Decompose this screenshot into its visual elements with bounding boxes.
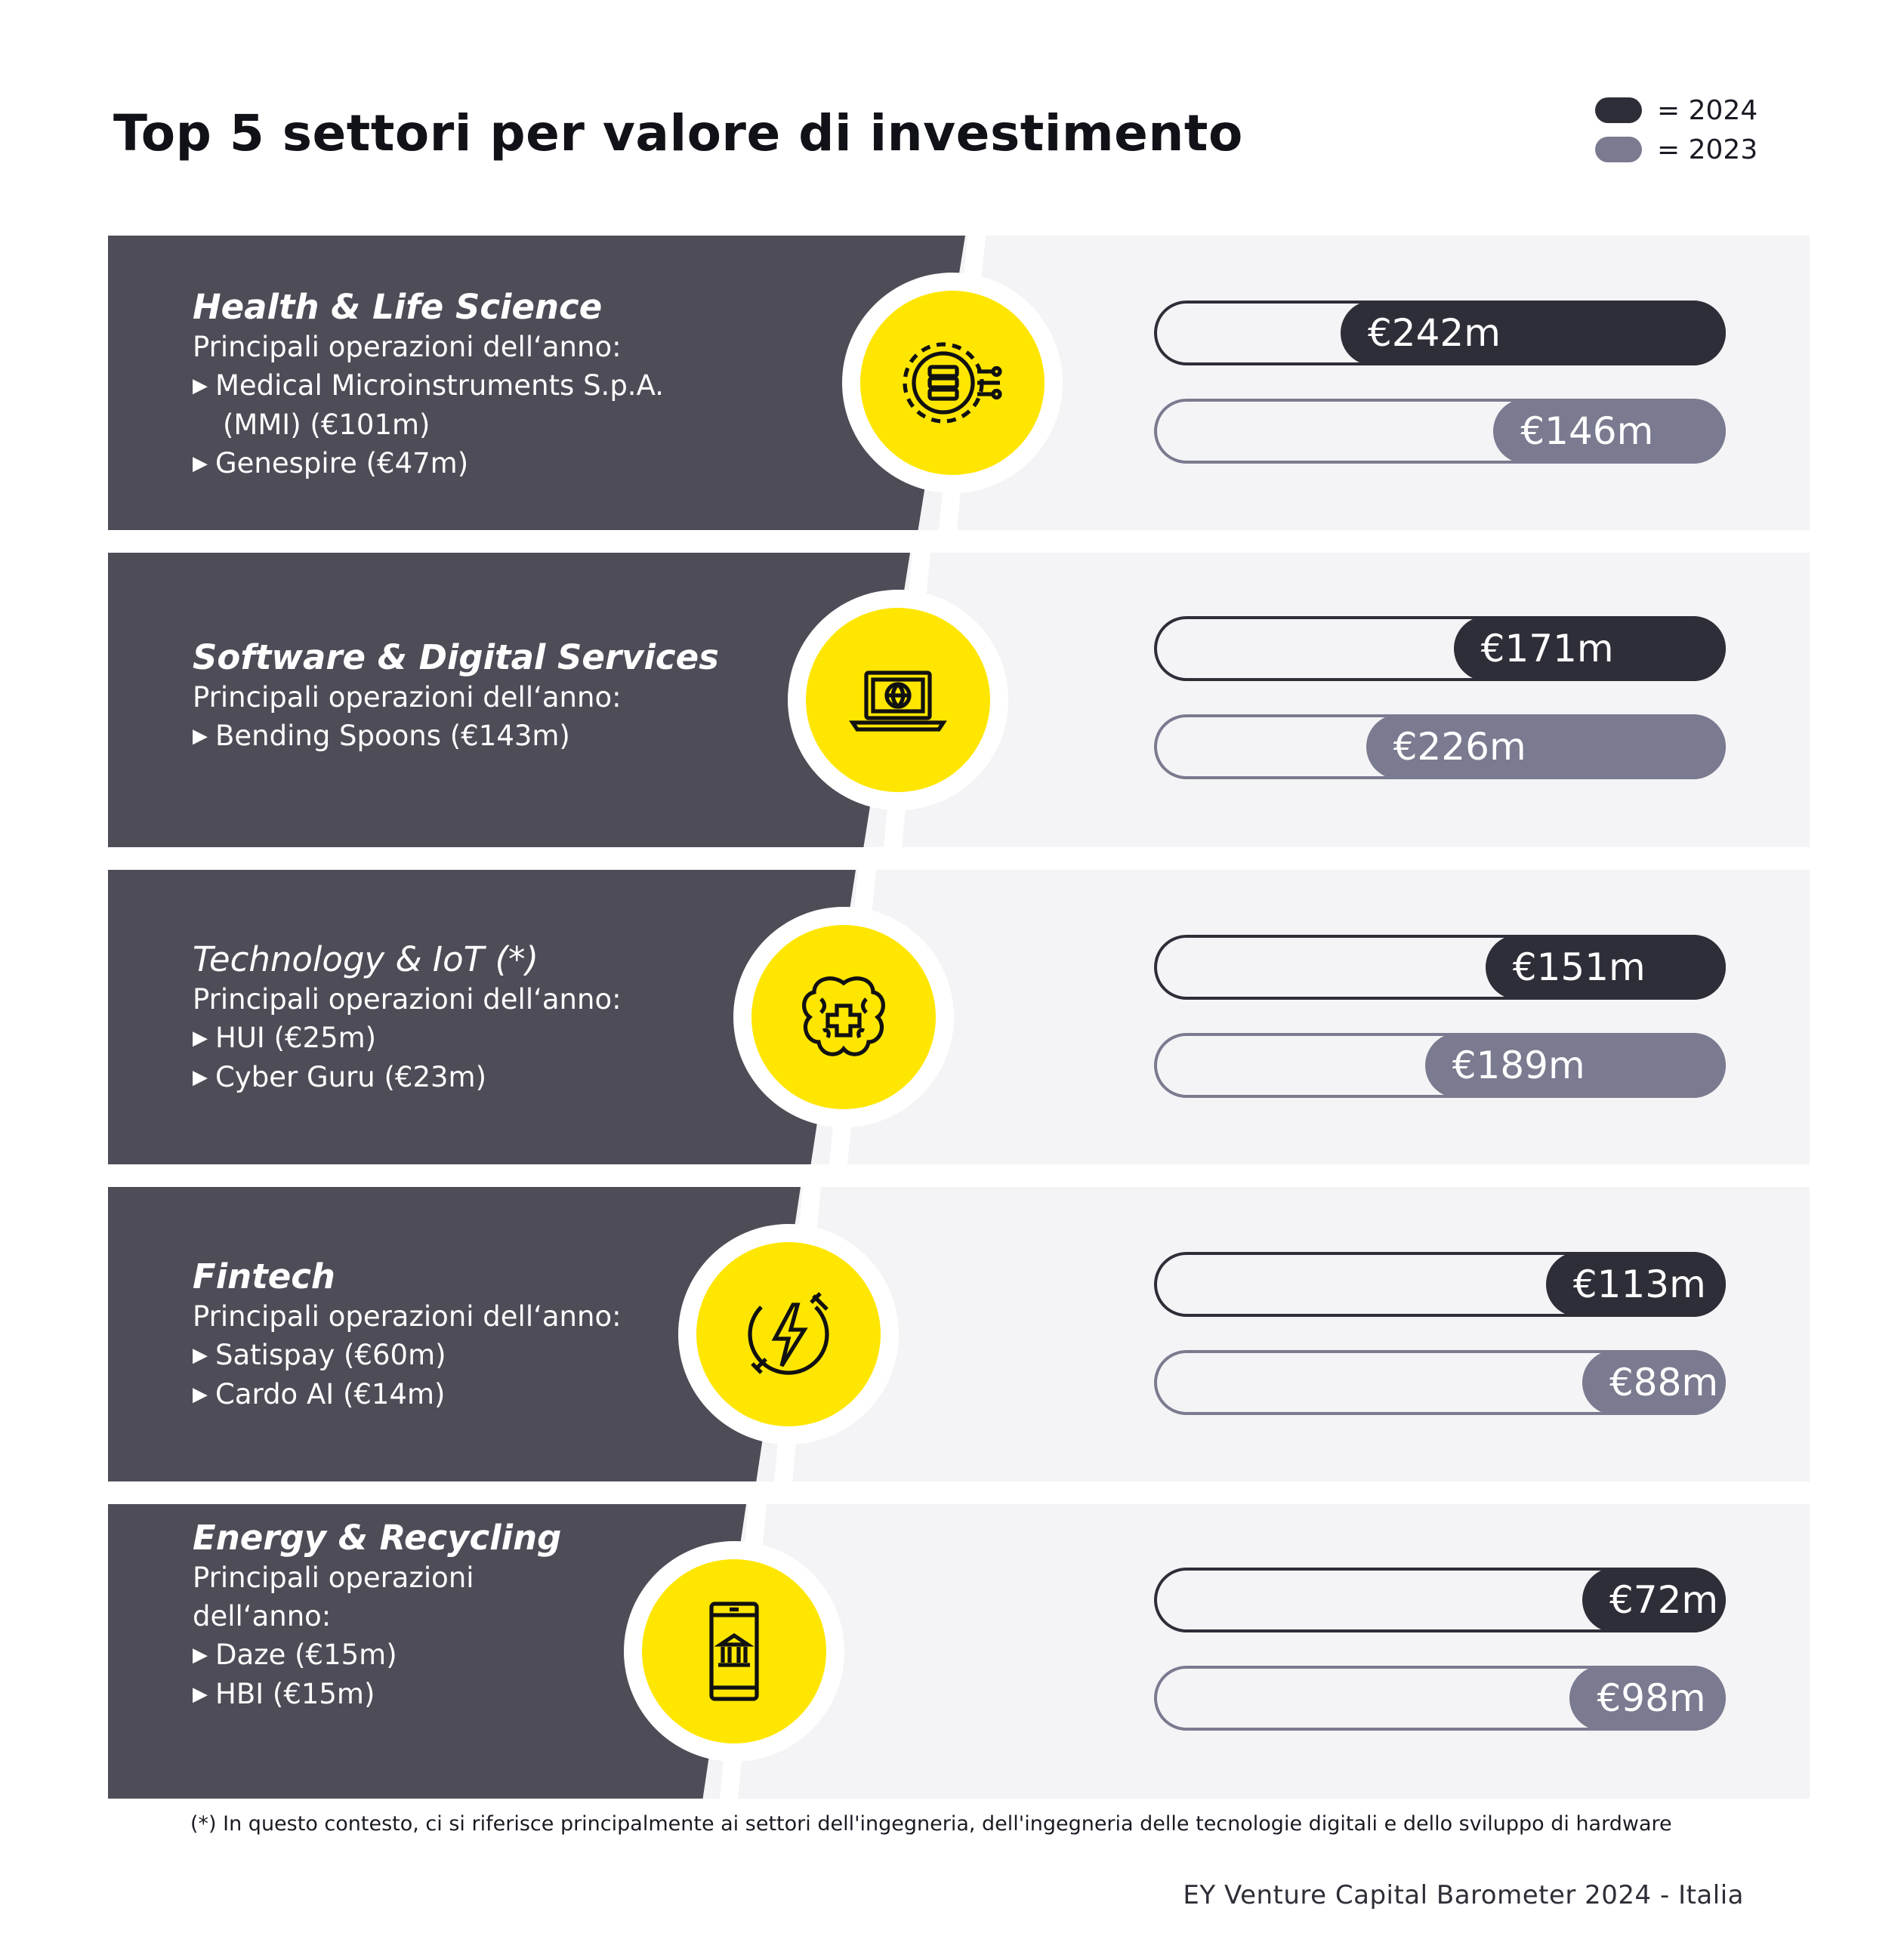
sector-panel: [108, 236, 965, 530]
bar-fill-2023: €146m: [1493, 399, 1726, 464]
bar-fill-2023: €189m: [1424, 1033, 1726, 1098]
sector-name: Fintech: [193, 1256, 335, 1296]
sector-text: Software & Digital Services Principali o…: [193, 637, 719, 756]
gear-circuit-icon: [903, 342, 1002, 424]
bar-value-label: €242m: [1368, 311, 1501, 355]
sector-row-fintech: Fintech Principali operazioni dell‘anno:…: [108, 1187, 1810, 1481]
bar-fill-2024: €151m: [1485, 935, 1726, 1000]
bar-value-label: €171m: [1480, 627, 1614, 671]
sector-subtitle: Principali operazioni dell‘anno:: [193, 681, 622, 714]
bar-fill-2023: €226m: [1366, 714, 1726, 779]
deal-item: ▶ HUI (€25m): [193, 1022, 377, 1054]
bar-value-label: €189m: [1452, 1044, 1585, 1087]
legend-swatch-2024: [1595, 97, 1642, 123]
bar-2023: €146m: [1154, 399, 1726, 464]
bar-2023: €98m: [1154, 1666, 1726, 1731]
chart-title: Top 5 settori per valore di investimento: [113, 104, 1243, 162]
bar-value-label: €72m: [1609, 1578, 1719, 1622]
icon-badge: [842, 273, 1063, 493]
legend-swatch-2023: [1595, 137, 1642, 162]
bar-fill-2024: €113m: [1545, 1252, 1726, 1317]
deal-item: ▶ Medical Microinstruments S.p.A.: [193, 369, 664, 402]
icon-badge: [678, 1224, 899, 1444]
sector-row-energy: Energy & Recycling Principali operazioni…: [108, 1504, 1810, 1799]
icon-badge: [733, 907, 954, 1127]
footnote: (*) In questo contesto, ci si riferisce …: [190, 1812, 1672, 1836]
bar-2023: €88m: [1154, 1350, 1726, 1415]
bar-2024: €171m: [1154, 616, 1726, 681]
sector-row-technology: Technology & IoT (*) Principali operazio…: [108, 870, 1810, 1164]
icon-badge: [624, 1541, 844, 1762]
bar-2024: €113m: [1154, 1252, 1726, 1317]
legend-item-2023: = 2023: [1595, 130, 1757, 169]
bar-fill-2023: €88m: [1582, 1350, 1726, 1415]
bar-2023: €226m: [1154, 714, 1726, 779]
sector-subtitle-line: dell‘anno:: [193, 1600, 332, 1632]
deal-item: ▶ Genespire (€47m): [193, 447, 469, 479]
deal-item: ▶ Cyber Guru (€23m): [193, 1061, 487, 1093]
deal-item: ▶ HBI (€15m): [193, 1678, 375, 1710]
bar-fill-2024: €171m: [1453, 616, 1726, 681]
sector-text: Energy & Recycling Principali operazioni…: [193, 1518, 561, 1714]
bar-fill-2023: €98m: [1569, 1666, 1726, 1731]
sector-panel: [108, 870, 856, 1164]
bar-value-label: €88m: [1609, 1361, 1719, 1404]
deal-item: ▶ Satispay (€60m): [193, 1339, 446, 1371]
sector-name: Software & Digital Services: [193, 637, 719, 677]
bar-value-label: €226m: [1393, 725, 1526, 769]
deal-item: ▶ Bending Spoons (€143m): [193, 720, 570, 752]
lightning-plug-icon: [748, 1292, 829, 1375]
legend-item-2024: = 2024: [1595, 91, 1757, 130]
legend: = 2024 = 2023: [1595, 91, 1757, 169]
sector-subtitle-line: Principali operazioni: [193, 1562, 474, 1594]
bar-2023: €189m: [1154, 1033, 1726, 1098]
bar-fill-2024: €72m: [1582, 1568, 1726, 1632]
sector-name: Energy & Recycling: [193, 1518, 562, 1558]
bar-value-label: €98m: [1597, 1676, 1706, 1720]
sector-name: Health & Life Science: [193, 287, 603, 327]
legend-label-2023: = 2023: [1657, 134, 1758, 165]
bar-fill-2024: €242m: [1341, 301, 1726, 365]
bar-value-label: €113m: [1572, 1262, 1706, 1306]
deal-item: ▶ Cardo AI (€14m): [193, 1378, 446, 1410]
sector-row-health: Health & Life Science Principali operazi…: [108, 236, 1810, 530]
source-credit: EY Venture Capital Barometer 2024 - Ital…: [1183, 1880, 1744, 1910]
sector-text: Health & Life Science Principali operazi…: [193, 287, 664, 483]
deal-item-continued: (MMI) (€101m): [223, 408, 430, 441]
deal-item: ▶ Daze (€15m): [193, 1639, 397, 1671]
icon-badge: [788, 590, 1008, 810]
bar-2024: €72m: [1154, 1568, 1726, 1632]
sector-text: Technology & IoT (*) Principali operazio…: [193, 939, 622, 1097]
sector-subtitle: Principali operazioni dell‘anno:: [193, 1300, 622, 1333]
bar-value-label: €146m: [1520, 409, 1654, 453]
bar-2024: €151m: [1154, 935, 1726, 1000]
phone-bank-icon: [709, 1602, 759, 1701]
legend-label-2024: = 2024: [1657, 94, 1758, 126]
sector-row-software: Software & Digital Services Principali o…: [108, 553, 1810, 847]
brain-cross-icon: [802, 976, 885, 1056]
sector-subtitle: Principali operazioni dell‘anno:: [193, 983, 622, 1016]
bar-value-label: €151m: [1512, 945, 1646, 989]
sector-text: Fintech Principali operazioni dell‘anno:…: [193, 1256, 622, 1414]
bar-2024: €242m: [1154, 301, 1726, 365]
sector-name: Technology & IoT (*): [193, 939, 539, 979]
laptop-globe-icon: [849, 671, 947, 732]
sector-subtitle: Principali operazioni dell‘anno:: [193, 331, 622, 363]
sector-panel: [108, 553, 910, 847]
